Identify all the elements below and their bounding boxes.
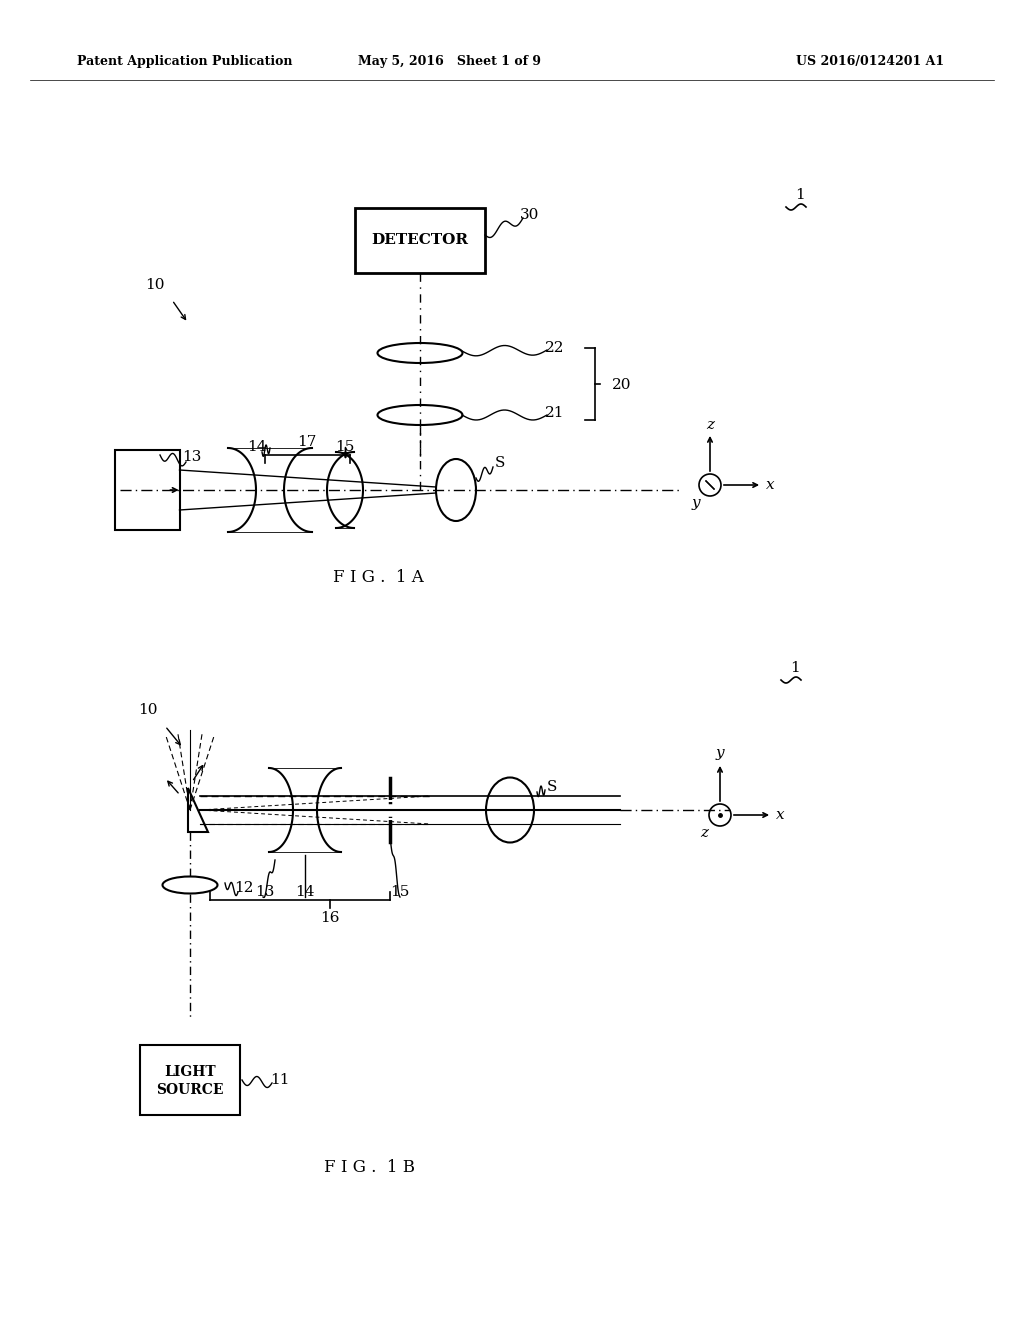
Text: US 2016/0124201 A1: US 2016/0124201 A1 <box>796 55 944 69</box>
Text: SOURCE: SOURCE <box>157 1082 224 1097</box>
Text: 14: 14 <box>247 440 266 454</box>
Text: 13: 13 <box>255 884 274 899</box>
Text: 15: 15 <box>390 884 410 899</box>
Text: x: x <box>766 478 774 492</box>
Text: May 5, 2016   Sheet 1 of 9: May 5, 2016 Sheet 1 of 9 <box>358 55 542 69</box>
Text: F I G .  1 A: F I G . 1 A <box>333 569 423 586</box>
Text: S: S <box>547 780 557 795</box>
Bar <box>140 1045 240 1115</box>
Ellipse shape <box>699 474 721 496</box>
Text: 21: 21 <box>545 407 565 420</box>
Text: 1: 1 <box>795 187 805 202</box>
Text: 17: 17 <box>297 436 316 449</box>
Ellipse shape <box>163 876 217 894</box>
Text: 10: 10 <box>145 279 165 292</box>
Text: 22: 22 <box>545 341 565 355</box>
Text: 14: 14 <box>295 884 314 899</box>
Text: y: y <box>691 496 700 510</box>
Text: 12: 12 <box>234 880 254 895</box>
Text: LIGHT: LIGHT <box>164 1065 216 1078</box>
Text: Patent Application Publication: Patent Application Publication <box>77 55 293 69</box>
Ellipse shape <box>709 804 731 826</box>
Text: DETECTOR: DETECTOR <box>372 234 469 247</box>
Text: S: S <box>495 455 505 470</box>
Text: z: z <box>706 418 714 432</box>
Text: 13: 13 <box>182 450 202 465</box>
Text: 30: 30 <box>520 209 540 222</box>
Text: 20: 20 <box>612 378 632 392</box>
Ellipse shape <box>378 343 463 363</box>
Bar <box>115 450 179 531</box>
Text: z: z <box>700 826 708 840</box>
Text: 15: 15 <box>335 440 354 454</box>
Text: 16: 16 <box>321 911 340 925</box>
Text: y: y <box>716 746 724 760</box>
Text: 1: 1 <box>791 661 800 675</box>
Text: 11: 11 <box>270 1073 290 1086</box>
Bar <box>355 207 485 272</box>
Text: 10: 10 <box>138 704 158 717</box>
Ellipse shape <box>378 405 463 425</box>
Text: F I G .  1 B: F I G . 1 B <box>325 1159 416 1176</box>
Text: x: x <box>776 808 784 822</box>
Ellipse shape <box>436 459 476 521</box>
Ellipse shape <box>486 777 534 842</box>
